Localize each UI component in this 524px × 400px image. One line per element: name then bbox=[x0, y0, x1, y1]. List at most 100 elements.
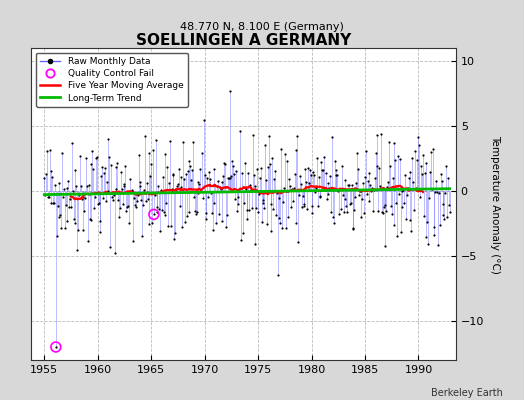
Point bbox=[185, 209, 194, 216]
Point bbox=[332, 172, 341, 178]
Point bbox=[75, 153, 84, 160]
Point bbox=[55, 180, 63, 186]
Point bbox=[151, 137, 160, 144]
Point bbox=[328, 133, 336, 140]
Point bbox=[211, 182, 220, 189]
Point bbox=[375, 165, 384, 172]
Point bbox=[396, 156, 404, 162]
Point bbox=[68, 140, 76, 146]
Point bbox=[364, 177, 372, 184]
Point bbox=[144, 221, 152, 228]
Point bbox=[335, 211, 343, 218]
Point bbox=[99, 195, 107, 201]
Point bbox=[329, 214, 337, 220]
Point bbox=[94, 200, 103, 206]
Point bbox=[330, 219, 338, 226]
Point bbox=[165, 180, 173, 186]
Point bbox=[77, 183, 85, 190]
Point bbox=[289, 198, 297, 204]
Point bbox=[296, 172, 304, 179]
Point bbox=[408, 154, 417, 161]
Point bbox=[71, 220, 80, 226]
Point bbox=[70, 215, 78, 222]
Point bbox=[295, 192, 303, 198]
Point bbox=[126, 176, 134, 182]
Point bbox=[317, 159, 325, 166]
Point bbox=[391, 157, 399, 164]
Point bbox=[340, 209, 348, 216]
Point bbox=[168, 172, 177, 178]
Point bbox=[222, 224, 230, 230]
Point bbox=[85, 216, 94, 222]
Point bbox=[83, 183, 91, 190]
Point bbox=[61, 202, 70, 208]
Point bbox=[202, 216, 211, 222]
Point bbox=[235, 186, 244, 192]
Point bbox=[140, 187, 148, 193]
Point bbox=[346, 201, 354, 207]
Point bbox=[54, 214, 63, 220]
Point bbox=[293, 132, 301, 139]
Point bbox=[73, 247, 81, 253]
Point bbox=[318, 166, 326, 173]
Point bbox=[274, 272, 282, 278]
Point bbox=[183, 213, 191, 220]
Point bbox=[230, 171, 238, 177]
Point bbox=[406, 169, 414, 176]
Point bbox=[112, 164, 121, 170]
Point bbox=[149, 147, 157, 154]
Point bbox=[245, 207, 254, 213]
Point bbox=[75, 192, 83, 198]
Point bbox=[294, 238, 302, 245]
Point bbox=[103, 136, 112, 143]
Point bbox=[361, 174, 369, 181]
Point bbox=[439, 201, 447, 208]
Point bbox=[127, 187, 136, 193]
Point bbox=[272, 212, 280, 218]
Point bbox=[324, 191, 333, 198]
Point bbox=[407, 228, 416, 234]
Point bbox=[52, 344, 60, 350]
Point bbox=[82, 154, 90, 161]
Point bbox=[369, 208, 377, 214]
Point bbox=[438, 178, 446, 185]
Point bbox=[247, 187, 255, 193]
Point bbox=[152, 209, 161, 216]
Point bbox=[69, 188, 77, 194]
Point bbox=[353, 150, 361, 156]
Point bbox=[259, 200, 268, 206]
Point bbox=[262, 177, 270, 184]
Point bbox=[181, 219, 189, 225]
Point bbox=[386, 163, 394, 170]
Point bbox=[387, 203, 395, 209]
Point bbox=[105, 154, 114, 160]
Point bbox=[337, 206, 345, 212]
Point bbox=[219, 173, 227, 180]
Point bbox=[225, 174, 234, 181]
Point bbox=[66, 195, 74, 202]
Point bbox=[212, 220, 221, 226]
Point bbox=[159, 209, 168, 216]
Point bbox=[342, 202, 351, 209]
Point bbox=[233, 208, 241, 214]
Point bbox=[249, 171, 258, 178]
Point bbox=[183, 167, 192, 174]
Point bbox=[89, 166, 97, 172]
Point bbox=[129, 238, 138, 244]
Point bbox=[435, 222, 444, 228]
Point bbox=[59, 194, 67, 200]
Point bbox=[405, 174, 413, 181]
Point bbox=[381, 202, 390, 208]
Point bbox=[138, 233, 147, 239]
Point bbox=[239, 200, 248, 206]
Point bbox=[112, 186, 120, 193]
Point bbox=[178, 224, 187, 230]
Point bbox=[376, 183, 384, 190]
Point bbox=[365, 198, 374, 205]
Point bbox=[254, 208, 263, 215]
Point bbox=[205, 169, 213, 176]
Point bbox=[261, 142, 269, 148]
Point bbox=[302, 178, 310, 185]
Point bbox=[162, 200, 170, 206]
Point bbox=[402, 216, 410, 222]
